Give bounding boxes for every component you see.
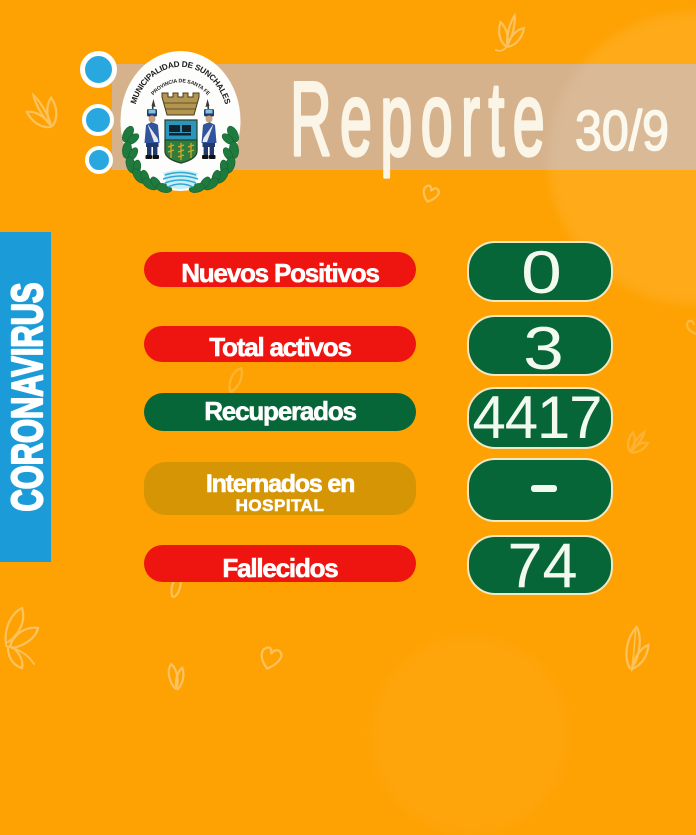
svg-text:Reporte: Reporte <box>290 61 553 178</box>
svg-text:30/9: 30/9 <box>575 99 669 163</box>
svg-text:4417: 4417 <box>473 384 603 451</box>
svg-text:0: 0 <box>521 239 562 306</box>
svg-text:3: 3 <box>523 315 564 382</box>
svg-text:74: 74 <box>507 532 577 602</box>
svg-text:CORONAVIRUS: CORONAVIRUS <box>3 283 51 512</box>
